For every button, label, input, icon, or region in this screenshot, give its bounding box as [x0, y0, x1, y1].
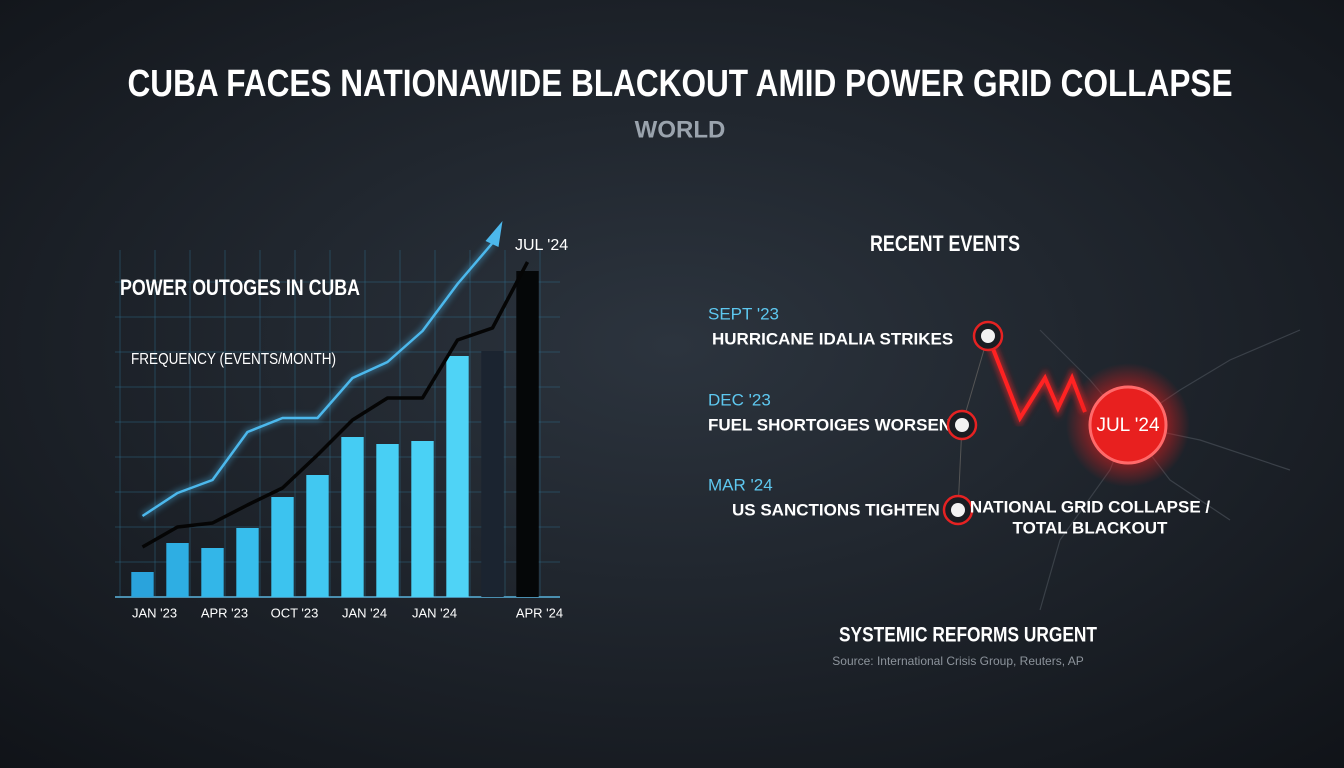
x-tick-label: JAN '24 — [342, 605, 387, 620]
bar — [131, 572, 154, 597]
highlight-date: JUL '24 — [1096, 415, 1160, 436]
events-title: RECENT EVENTS — [870, 231, 1020, 256]
event-label: FUEL SHORTOIGES WORSEN — [708, 415, 951, 434]
bar — [376, 444, 399, 597]
footer-headline: SYSTEMIC REFORMS URGENT — [839, 624, 1097, 647]
event-date: DEC '23 — [708, 390, 771, 409]
bar — [516, 271, 539, 597]
highlight-circle — [1088, 385, 1168, 465]
arrow-head — [485, 221, 503, 247]
bar — [236, 528, 259, 597]
bar — [166, 543, 189, 597]
bar — [446, 356, 469, 597]
bar — [411, 441, 434, 597]
source: Source: International Crisis Group, Reut… — [832, 654, 1083, 668]
event-label: HURRICANE IDALIA STRIKES — [712, 329, 953, 348]
x-tick-label: JAN '24 — [412, 605, 457, 620]
highlight-label: TOTAL BLACKOUT — [1013, 518, 1168, 537]
page-title: CUBA FACES NATIONAWIDE BLACKOUT AMID POW… — [128, 63, 1233, 105]
event-dot — [955, 418, 969, 432]
timeline-link — [961, 335, 989, 426]
event-label: US SANCTIONS TIGHTEN — [732, 500, 940, 519]
collapse-glow — [984, 334, 1089, 427]
annotation: JUL '24 — [515, 237, 568, 254]
x-tick-label: JAN '23 — [132, 605, 177, 620]
events: SEPT '23 HURRICANE IDALIA STRIKES DEC '23 F… — [708, 304, 1004, 526]
bar — [201, 548, 224, 597]
plot: JAN '23 APR '23 OCT '23 JAN '24 JAN '24 APR '… — [131, 221, 563, 620]
chart-title: POWER OUTOGES IN CUBA — [120, 275, 360, 300]
section-label: WORLD — [635, 116, 726, 143]
x-tick-label: OCT '23 — [271, 605, 319, 620]
event-dot — [951, 503, 965, 517]
highlight-label: NATIONAL GRID COLLAPSE / — [970, 497, 1210, 516]
x-tick-label: APR '23 — [201, 605, 248, 620]
event-date: SEPT '23 — [708, 304, 779, 323]
line — [141, 242, 494, 518]
event-dot — [981, 329, 995, 343]
bar — [481, 351, 504, 597]
line — [141, 261, 530, 549]
y-axis-label: FREQUENCY (EVENTS/MONTH) — [131, 351, 336, 368]
event-date: MAR '24 — [708, 475, 773, 494]
bar — [341, 437, 364, 597]
bar — [306, 475, 329, 597]
x-tick-label: APR '24 — [516, 605, 563, 620]
bar — [271, 497, 294, 597]
cracks — [1039, 329, 1301, 611]
